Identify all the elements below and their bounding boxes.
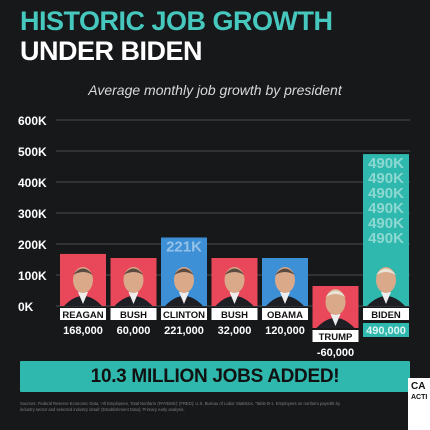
biden-portrait-icon <box>367 267 405 306</box>
brand-logo: CA ACTI <box>408 378 430 430</box>
category-label-box <box>211 308 258 320</box>
category-label-box <box>110 308 157 320</box>
category-label-box <box>60 308 106 320</box>
reagan-portrait-icon <box>64 267 102 306</box>
y-tick-label: 100K <box>18 269 47 283</box>
value-label: 32,000 <box>218 325 252 337</box>
value-label-box <box>363 323 409 337</box>
bush-portrait-icon <box>114 267 153 306</box>
y-tick-label: 200K <box>18 238 47 252</box>
value-label: -60,000 <box>317 347 354 359</box>
bar-overlay-label: 490K <box>368 230 404 247</box>
y-tick-label: 600K <box>18 114 47 128</box>
logo-line-1: CA <box>411 381 426 392</box>
value-label: 490,000 <box>366 325 406 337</box>
category-label-box <box>262 308 308 320</box>
obama-portrait-icon <box>266 267 304 306</box>
logo-line-2: ACTI <box>411 394 428 401</box>
chart-subtitle: Average monthly job growth by president <box>88 82 342 98</box>
trump-portrait-icon <box>316 289 355 328</box>
value-label: 168,000 <box>63 325 103 337</box>
value-label: 221,000 <box>164 325 204 337</box>
bar-overlay-label: 490K <box>368 185 404 202</box>
y-tick-label: 500K <box>18 145 47 159</box>
clinton-portrait-icon <box>165 267 203 306</box>
category-label: OBAMA <box>267 310 303 321</box>
title-line-2: UNDER BIDEN <box>20 36 203 66</box>
category-label: BUSH <box>120 310 147 321</box>
bar-overlay-label: 490K <box>368 170 404 187</box>
category-label-box <box>161 308 207 320</box>
bar-overlay-label: 490K <box>368 155 404 172</box>
category-label: TRUMP <box>319 332 353 343</box>
category-label: CLINTON <box>163 310 205 321</box>
category-label: REAGAN <box>62 310 103 321</box>
value-label: 60,000 <box>117 325 151 337</box>
value-label: 120,000 <box>265 325 305 337</box>
bar-chart: 0K 100K 200K 300K 400K 500K 600K REAGAN 168,000 B… <box>18 114 410 359</box>
title-line-1: HISTORIC JOB GROWTH <box>20 6 333 36</box>
y-tick-label: 0K <box>18 300 34 314</box>
bar-overlay-label: 221K <box>166 238 202 255</box>
y-tick-label: 400K <box>18 176 47 190</box>
category-label: BIDEN <box>371 310 401 321</box>
y-tick-label: 300K <box>18 207 47 221</box>
bush-jr-portrait-icon <box>215 267 254 306</box>
bar-overlay-label: 490K <box>368 200 404 217</box>
category-label-box <box>363 308 409 320</box>
category-label: BUSH <box>221 310 248 321</box>
sources-footnote: Sources: Federal Reserve Economic Data, … <box>20 401 341 412</box>
category-label-box <box>312 330 359 342</box>
bar-overlay-label: 490K <box>368 215 404 232</box>
jobs-added-banner: 10.3 MILLION JOBS ADDED! <box>20 361 410 392</box>
